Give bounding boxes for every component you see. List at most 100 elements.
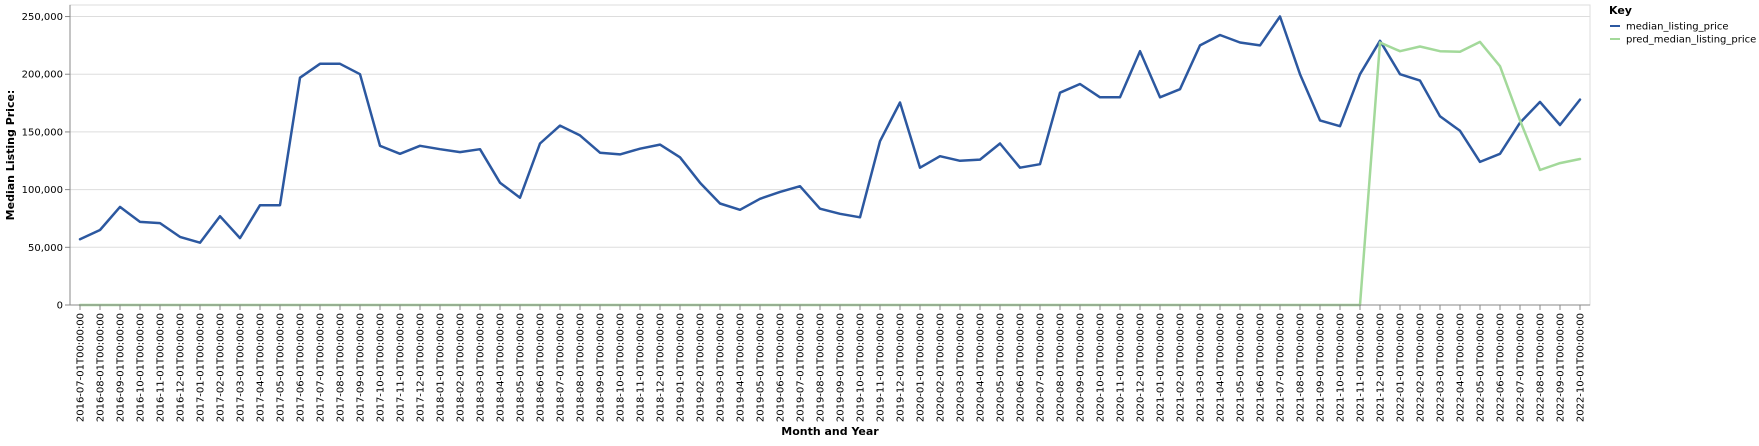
x-tick-label: 2018-09-01T00:00:00: [596, 313, 607, 422]
x-tick-label: 2017-03-01T00:00:00: [236, 313, 247, 422]
x-tick-label: 2019-02-01T00:00:00: [696, 313, 707, 422]
x-axis-title: Month and Year: [781, 425, 879, 438]
x-tick-label: 2018-05-01T00:00:00: [516, 313, 527, 422]
x-tick-label: 2022-07-01T00:00:00: [1516, 313, 1527, 422]
x-tick-label: 2017-09-01T00:00:00: [356, 313, 367, 422]
x-tick-label: 2018-04-01T00:00:00: [496, 313, 507, 422]
x-tick-label: 2021-05-01T00:00:00: [1236, 313, 1247, 422]
x-tick-label: 2018-06-01T00:00:00: [536, 313, 547, 422]
x-tick-label: 2016-12-01T00:00:00: [176, 313, 187, 422]
x-tick-label: 2020-12-01T00:00:00: [1136, 313, 1147, 422]
x-tick-label: 2020-04-01T00:00:00: [976, 313, 987, 422]
x-tick-label: 2018-10-01T00:00:00: [616, 313, 627, 422]
x-tick-label: 2020-07-01T00:00:00: [1036, 313, 1047, 422]
y-tick-label: 200,000: [22, 70, 63, 81]
x-tick-label: 2016-11-01T00:00:00: [156, 313, 167, 422]
legend-label: pred_median_listing_price: [1626, 35, 1756, 46]
x-tick-label: 2018-08-01T00:00:00: [576, 313, 587, 422]
x-tick-label: 2019-01-01T00:00:00: [676, 313, 687, 422]
x-tick-label: 2017-01-01T00:00:00: [196, 313, 207, 422]
x-tick-label: 2022-03-01T00:00:00: [1436, 313, 1447, 422]
x-tick-label: 2022-09-01T00:00:00: [1556, 313, 1567, 422]
x-tick-label: 2018-01-01T00:00:00: [436, 313, 447, 422]
x-tick-label: 2022-10-01T00:00:00: [1576, 313, 1587, 422]
x-tick-label: 2019-06-01T00:00:00: [776, 313, 787, 422]
legend-title: Key: [1609, 4, 1632, 17]
x-tick-label: 2017-12-01T00:00:00: [416, 313, 427, 422]
x-tick-label: 2020-08-01T00:00:00: [1056, 313, 1067, 422]
x-tick-label: 2021-04-01T00:00:00: [1216, 313, 1227, 422]
x-tick-label: 2017-08-01T00:00:00: [336, 313, 347, 422]
x-tick-label: 2017-05-01T00:00:00: [276, 313, 287, 422]
x-tick-label: 2017-02-01T00:00:00: [216, 313, 227, 422]
plot-area-border: [69, 4, 1591, 306]
x-tick-label: 2019-11-01T00:00:00: [876, 313, 887, 422]
x-tick-label: 2020-09-01T00:00:00: [1076, 313, 1087, 422]
x-tick-label: 2021-01-01T00:00:00: [1156, 313, 1167, 422]
x-tick-label: 2019-03-01T00:00:00: [716, 313, 727, 422]
x-tick-label: 2022-05-01T00:00:00: [1476, 313, 1487, 422]
y-tick-label: 50,000: [28, 243, 63, 254]
y-tick-label: 250,000: [22, 12, 63, 23]
legend-items: median_listing_price pred_median_listing_…: [1610, 22, 1756, 46]
x-tick-label: 2022-04-01T00:00:00: [1456, 313, 1467, 422]
y-axis-ticks: 0 50,000 100,000 150,000 200,000 250,000: [22, 12, 70, 312]
x-tick-label: 2020-01-01T00:00:00: [916, 313, 927, 422]
x-tick-label: 2018-12-01T00:00:00: [656, 313, 667, 422]
gridlines: [70, 16, 1590, 306]
x-tick-label: 2022-01-01T00:00:00: [1396, 313, 1407, 422]
x-axis-ticks: 2016-07-01T00:00:00 2016-08-01T00:00:00 20…: [76, 305, 1587, 422]
y-tick-label: 100,000: [22, 185, 63, 196]
x-tick-label: 2019-08-01T00:00:00: [816, 313, 827, 422]
legend-item: pred_median_listing_price: [1610, 35, 1756, 46]
legend-label: median_listing_price: [1626, 22, 1729, 33]
x-tick-label: 2017-10-01T00:00:00: [376, 313, 387, 422]
x-tick-label: 2022-02-01T00:00:00: [1416, 313, 1427, 422]
x-tick-label: 2018-11-01T00:00:00: [636, 313, 647, 422]
x-tick-label: 2020-05-01T00:00:00: [996, 313, 1007, 422]
x-tick-label: 2021-10-01T00:00:00: [1336, 313, 1347, 422]
x-tick-label: 2019-09-01T00:00:00: [836, 313, 847, 422]
x-tick-label: 2017-06-01T00:00:00: [296, 313, 307, 422]
x-tick-label: 2020-03-01T00:00:00: [956, 313, 967, 422]
x-tick-label: 2016-08-01T00:00:00: [96, 313, 107, 422]
legend: Key median_listing_price pred_median_list…: [1609, 4, 1756, 46]
x-tick-label: 2020-06-01T00:00:00: [1016, 313, 1027, 422]
x-tick-label: 2021-06-01T00:00:00: [1256, 313, 1267, 422]
x-tick-label: 2020-10-01T00:00:00: [1096, 313, 1107, 422]
y-axis-title: Median Listing Price:: [4, 90, 17, 221]
x-tick-label: 2019-04-01T00:00:00: [736, 313, 747, 422]
x-tick-label: 2019-07-01T00:00:00: [796, 313, 807, 422]
y-tick-label: 0: [57, 301, 63, 312]
x-tick-label: 2021-02-01T00:00:00: [1176, 313, 1187, 422]
y-tick-label: 150,000: [22, 127, 63, 138]
x-tick-label: 2019-12-01T00:00:00: [896, 313, 907, 422]
x-tick-label: 2018-07-01T00:00:00: [556, 313, 567, 422]
axes: 0 50,000 100,000 150,000 200,000 250,000 2016…: [22, 5, 1590, 422]
x-tick-label: 2021-08-01T00:00:00: [1296, 313, 1307, 422]
x-tick-label: 2019-10-01T00:00:00: [856, 313, 867, 422]
series-line-pred_median_listing_price: [78, 40, 1582, 307]
legend-item: median_listing_price: [1610, 22, 1729, 33]
x-tick-label: 2020-11-01T00:00:00: [1116, 313, 1127, 422]
x-tick-label: 2016-10-01T00:00:00: [136, 313, 147, 422]
series-line-median_listing_price: [78, 15, 1582, 244]
x-tick-label: 2017-07-01T00:00:00: [316, 313, 327, 422]
x-tick-label: 2016-07-01T00:00:00: [76, 313, 87, 422]
x-tick-label: 2021-07-01T00:00:00: [1276, 313, 1287, 422]
x-tick-label: 2019-05-01T00:00:00: [756, 313, 767, 422]
x-tick-label: 2017-11-01T00:00:00: [396, 313, 407, 422]
x-tick-label: 2018-02-01T00:00:00: [456, 313, 467, 422]
series-lines: [78, 15, 1582, 307]
x-tick-label: 2020-02-01T00:00:00: [936, 313, 947, 422]
x-tick-label: 2021-09-01T00:00:00: [1316, 313, 1327, 422]
x-tick-label: 2016-09-01T00:00:00: [116, 313, 127, 422]
x-tick-label: 2017-04-01T00:00:00: [256, 313, 267, 422]
x-tick-label: 2021-03-01T00:00:00: [1196, 313, 1207, 422]
x-tick-label: 2022-06-01T00:00:00: [1496, 313, 1507, 422]
x-tick-label: 2022-08-01T00:00:00: [1536, 313, 1547, 422]
x-tick-label: 2018-03-01T00:00:00: [476, 313, 487, 422]
x-tick-label: 2021-12-01T00:00:00: [1376, 313, 1387, 422]
